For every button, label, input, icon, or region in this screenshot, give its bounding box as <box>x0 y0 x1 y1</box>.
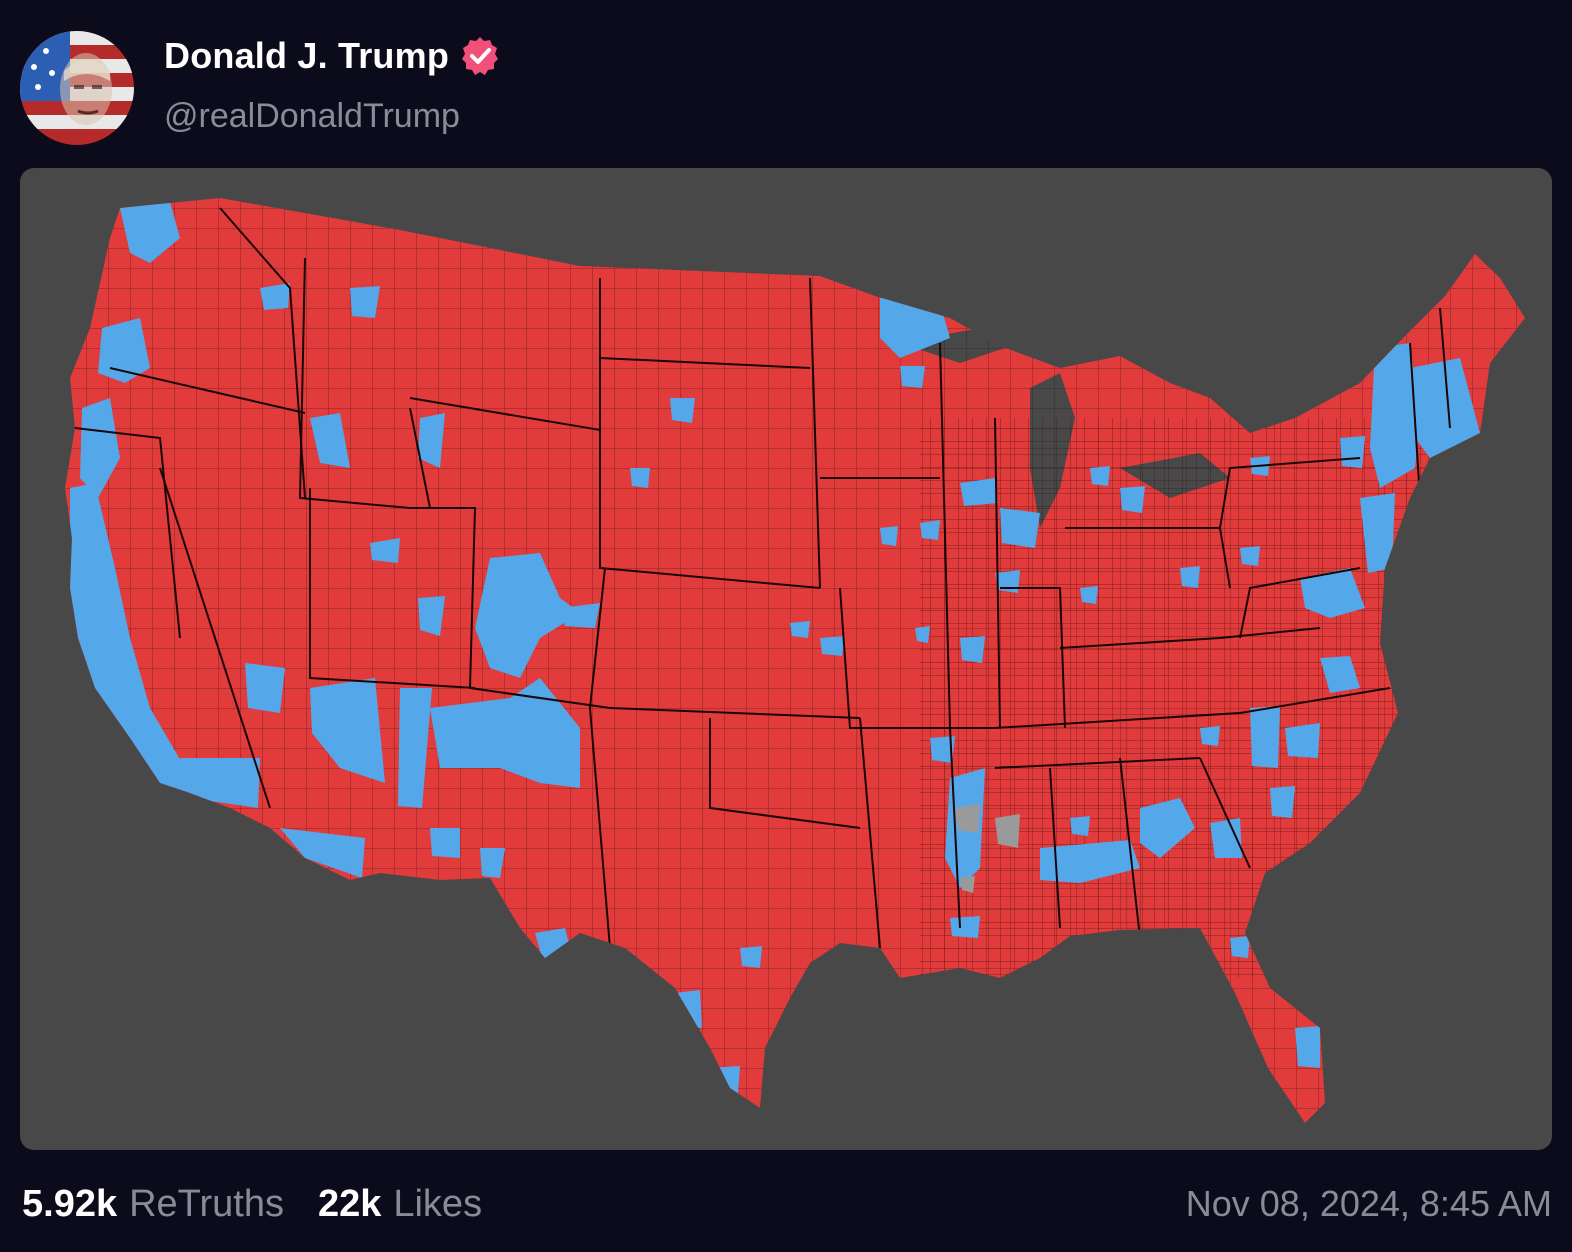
retruths-count[interactable]: 5.92k <box>22 1182 118 1225</box>
verified-badge-icon <box>462 36 499 75</box>
county-layer <box>65 198 1525 1123</box>
author-info: Donald J. Trump @realDonaldTrump <box>164 35 501 136</box>
post-footer: 5.92k ReTruths 22k Likes Nov 08, 2024, 8… <box>22 1176 1552 1232</box>
author-name-row: Donald J. Trump <box>164 35 501 77</box>
post-header: Donald J. Trump @realDonaldTrump <box>20 28 501 148</box>
avatar-flag-portrait-icon <box>20 31 134 145</box>
author-avatar[interactable] <box>20 31 134 145</box>
retruths-label[interactable]: ReTruths <box>129 1182 284 1225</box>
post-media-map[interactable] <box>20 168 1552 1150</box>
post-timestamp[interactable]: Nov 08, 2024, 8:45 AM <box>1185 1183 1552 1224</box>
likes-label[interactable]: Likes <box>393 1182 483 1225</box>
us-county-election-map <box>65 198 1525 1123</box>
state-borders <box>74 207 1451 949</box>
likes-count[interactable]: 22k <box>317 1182 382 1225</box>
author-handle[interactable]: @realDonaldTrump <box>164 96 460 135</box>
author-display-name[interactable]: Donald J. Trump <box>164 34 450 76</box>
democrat-counties <box>70 202 1480 1093</box>
tie-counties <box>955 804 1020 893</box>
